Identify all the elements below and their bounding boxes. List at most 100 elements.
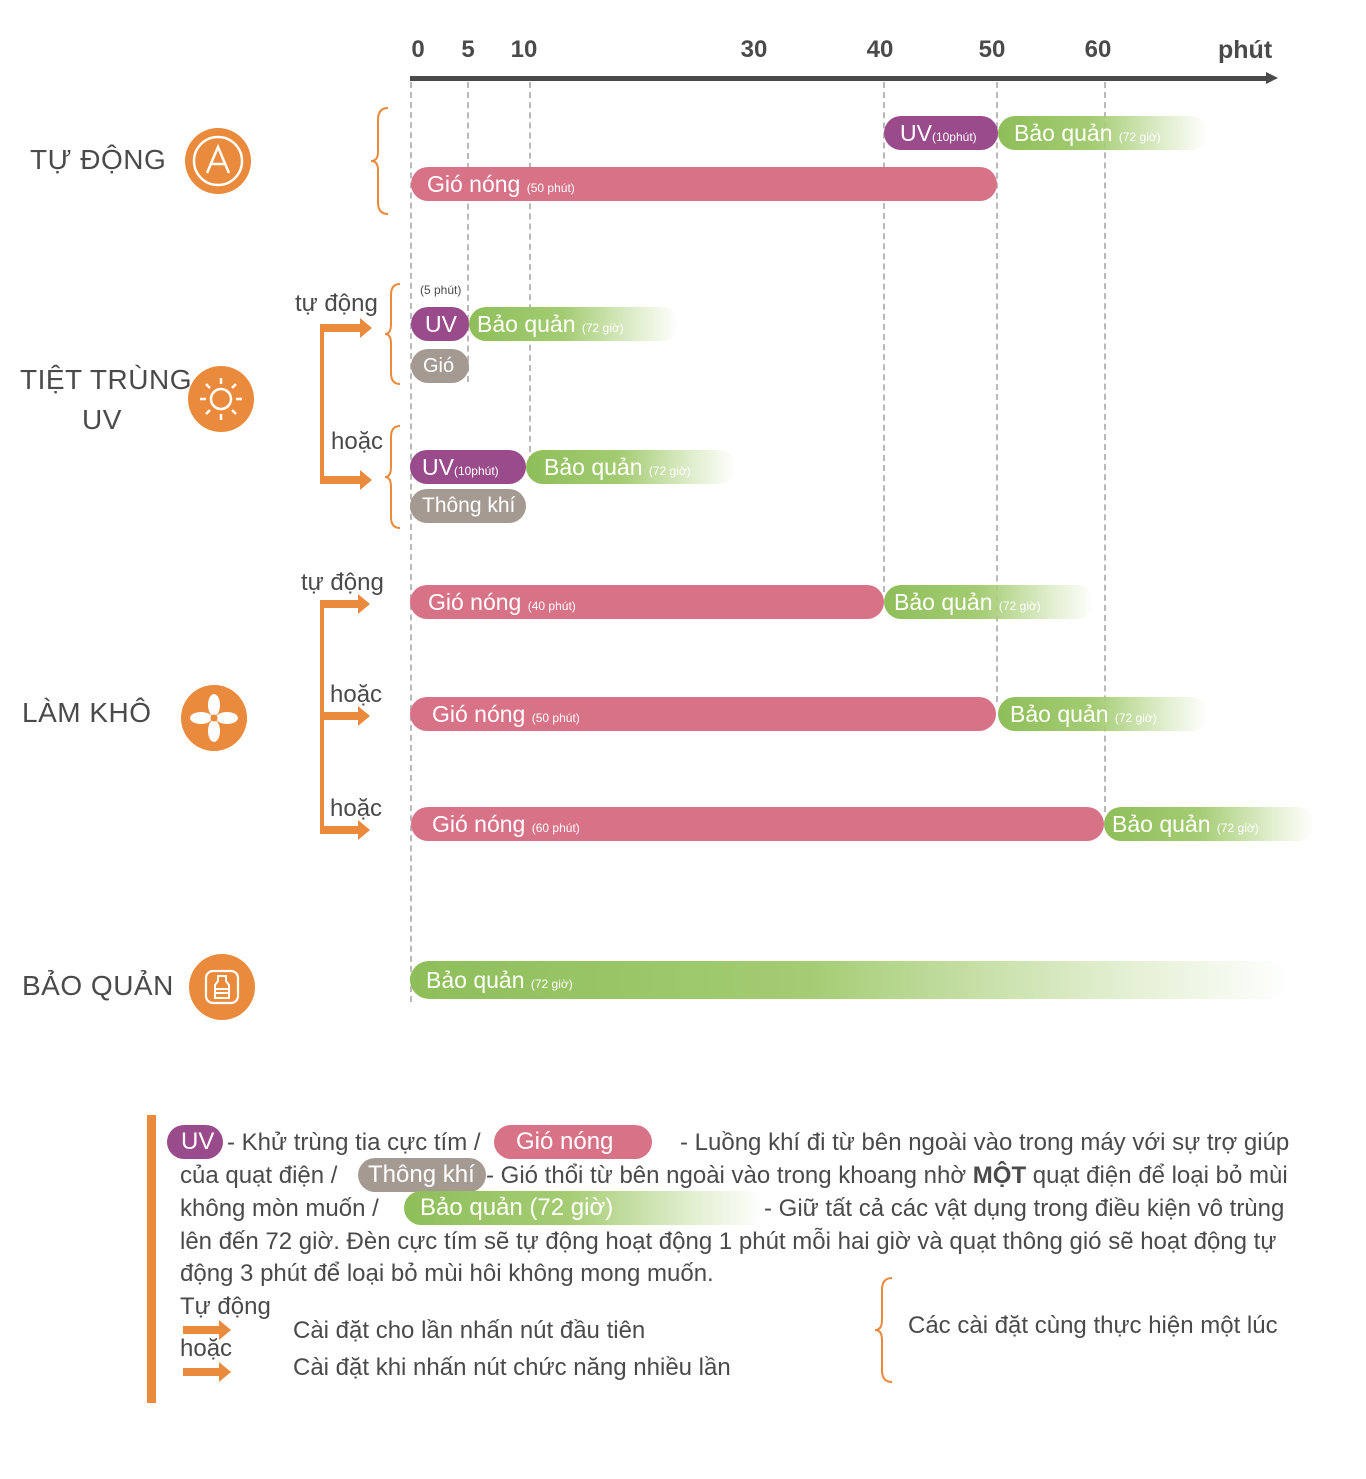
bar-note: (72 giờ) bbox=[648, 464, 691, 478]
bar-note: (72 giờ) bbox=[530, 977, 573, 991]
bar-label: Thông khí bbox=[422, 494, 516, 517]
mode-store-label: BẢO QUẢN bbox=[22, 970, 174, 1001]
uv-opt1-store-bar: Bảo quản (72 giờ) bbox=[469, 307, 679, 341]
legend-or-desc: Cài đặt khi nhấn nút chức năng nhiều lần bbox=[293, 1354, 731, 1381]
bar-label: Bảo quản bbox=[544, 454, 643, 480]
bar-label: Bảo quản bbox=[894, 589, 993, 615]
uv-opt1-uv-bar: UV bbox=[411, 307, 469, 341]
dry-opt1-store-bar: Bảo quản (72 giờ) bbox=[884, 585, 1094, 619]
auto-store-bar: Bảo quản (72 giờ) bbox=[998, 116, 1208, 150]
tick-30: 30 bbox=[740, 36, 768, 63]
legend-line2-c-text: quạt điện để loại bỏ mùi bbox=[1032, 1162, 1288, 1189]
chip-label: Gió nóng bbox=[516, 1128, 614, 1155]
legend-or-label: hoặc bbox=[180, 1335, 233, 1362]
bar-label: Bảo quản bbox=[1014, 120, 1113, 146]
uv-opt1-duration-note: (5 phút) bbox=[420, 283, 462, 297]
legend-auto-label: Tự động bbox=[180, 1293, 271, 1320]
tick-60: 60 bbox=[1084, 36, 1112, 63]
auto-uv-bar: UV(10phút) bbox=[884, 116, 998, 150]
bar-note: (72 giờ) bbox=[998, 599, 1041, 613]
bar-label: Gió nóng bbox=[432, 701, 526, 727]
uv-arrow-auto bbox=[320, 318, 372, 338]
tick-10: 10 bbox=[510, 36, 538, 63]
legend-auto-arrow bbox=[183, 1320, 231, 1340]
bar-label: Bảo quản bbox=[426, 967, 525, 993]
guide-0 bbox=[410, 82, 412, 1002]
uv-opt2-vent-bar: Thông khí bbox=[410, 489, 526, 523]
guide-50 bbox=[996, 82, 998, 702]
tick-50: 50 bbox=[978, 36, 1006, 63]
bar-note: (10phút) bbox=[453, 464, 499, 478]
legend-line2-a: của quạt điện / bbox=[180, 1162, 338, 1189]
dry-opt3-label: hoặc bbox=[330, 795, 383, 822]
bar-label: UV bbox=[900, 120, 932, 146]
brace-icon bbox=[874, 1277, 893, 1383]
legend-line4: lên đến 72 giờ. Đèn cực tím sẽ tự động h… bbox=[180, 1228, 1277, 1255]
store-bar: Bảo quản (72 giờ) bbox=[410, 961, 1290, 999]
legend-brace-desc: Các cài đặt cùng thực hiện một lúc bbox=[908, 1312, 1278, 1339]
uv-connector-line bbox=[320, 328, 324, 482]
mode-uv-label-line1: TIỆT TRÙNG bbox=[20, 364, 192, 395]
uv-opt2-store-bar: Bảo quản (72 giờ) bbox=[526, 450, 736, 484]
axis-arrowhead bbox=[1266, 72, 1278, 84]
legend-line5: động 3 phút để loại bỏ mùi hôi không mon… bbox=[180, 1260, 714, 1287]
legend-line3-a: không mòn muốn / bbox=[180, 1195, 379, 1222]
fan-icon bbox=[181, 685, 247, 751]
bar-note: (40 phút) bbox=[527, 599, 576, 613]
dry-opt2-label: hoặc bbox=[330, 681, 383, 708]
guide-10 bbox=[529, 82, 531, 462]
guide-40 bbox=[883, 82, 885, 592]
chip-label: Thông khí bbox=[368, 1161, 475, 1188]
bar-label: UV bbox=[425, 311, 457, 337]
sun-icon bbox=[188, 366, 254, 432]
legend-line2-b: - Gió thổi từ bên ngoài vào trong khoang… bbox=[486, 1162, 1288, 1190]
dry-opt1-hot-bar: Gió nóng (40 phút) bbox=[410, 585, 884, 619]
bar-label: Gió nóng bbox=[432, 811, 526, 837]
legend-accent-bar bbox=[147, 1115, 156, 1403]
tick-5: 5 bbox=[461, 36, 475, 63]
tick-0: 0 bbox=[411, 36, 425, 63]
brace-icon bbox=[384, 283, 401, 385]
legend-line2-b-text: - Gió thổi từ bên ngoài vào trong khoang… bbox=[486, 1162, 967, 1189]
chip-label: UV bbox=[181, 1128, 215, 1155]
bar-note: (50 phút) bbox=[531, 711, 580, 725]
bar-label: Bảo quản bbox=[1112, 811, 1211, 837]
bar-note: (50 phút) bbox=[526, 181, 575, 195]
legend-auto-desc: Cài đặt cho lần nhấn nút đầu tiên bbox=[293, 1317, 646, 1344]
dry-opt2-hot-bar: Gió nóng (50 phút) bbox=[410, 697, 996, 731]
bottle-icon bbox=[189, 954, 255, 1020]
bar-note: (10phút) bbox=[931, 130, 977, 144]
axis-line bbox=[410, 76, 1270, 81]
legend-or-arrow bbox=[183, 1362, 231, 1382]
legend-uv-chip: UV bbox=[167, 1125, 223, 1159]
dry-opt3-hot-bar: Gió nóng (60 phút) bbox=[411, 807, 1104, 841]
uv-opt1-label: tự động bbox=[295, 290, 378, 317]
dry-arrow-auto bbox=[320, 594, 370, 614]
guide-5 bbox=[467, 82, 469, 382]
mode-auto-label: TỰ ĐỘNG bbox=[30, 144, 167, 175]
uv-arrow-or bbox=[320, 470, 372, 490]
bar-label: Bảo quản bbox=[477, 311, 576, 337]
mode-dry-label: LÀM KHÔ bbox=[22, 697, 152, 728]
auto-hot-air-bar: Gió nóng (50 phút) bbox=[411, 167, 997, 201]
uv-opt2-label: hoặc bbox=[331, 428, 384, 455]
bar-label: Gió nóng bbox=[427, 171, 521, 197]
legend-hot-text: - Luồng khí đi từ bên ngoài vào trong má… bbox=[680, 1129, 1290, 1156]
dry-opt2-store-bar: Bảo quản (72 giờ) bbox=[998, 697, 1208, 731]
dry-arrow-or-1 bbox=[320, 706, 370, 726]
chip-label: Bảo quản (72 giờ) bbox=[420, 1194, 614, 1221]
uv-opt1-fan-bar: Gió bbox=[411, 349, 469, 383]
legend-uv-text: - Khử trùng tia cực tím / bbox=[227, 1129, 481, 1156]
bar-label: Gió nóng bbox=[428, 589, 522, 615]
legend-line3-b: - Giữ tất cả các vật dụng trong điều kiệ… bbox=[764, 1195, 1285, 1222]
axis-unit: phút bbox=[1218, 36, 1273, 64]
bar-note: (60 phút) bbox=[531, 821, 580, 835]
guide-60 bbox=[1104, 82, 1106, 812]
bar-note: (72 giờ) bbox=[581, 321, 624, 335]
legend-store-chip: Bảo quản (72 giờ) bbox=[404, 1191, 764, 1225]
bar-note: (72 giờ) bbox=[1216, 821, 1259, 835]
brace-icon bbox=[370, 107, 389, 215]
brace-icon bbox=[384, 425, 401, 529]
dry-arrow-or-2 bbox=[320, 820, 370, 840]
bar-label: Bảo quản bbox=[1010, 701, 1109, 727]
